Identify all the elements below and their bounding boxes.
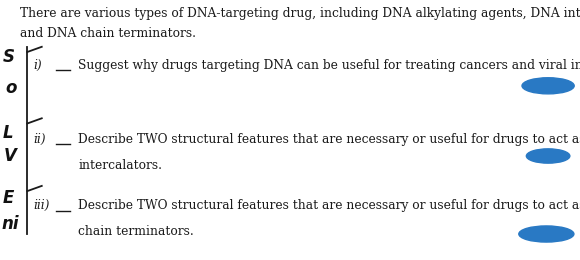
Text: V: V [4,147,17,165]
Text: iii): iii) [34,199,50,212]
Text: ii): ii) [34,133,46,146]
Ellipse shape [522,78,574,94]
Text: ni: ni [2,214,19,233]
Text: E: E [3,188,14,207]
Ellipse shape [519,226,574,242]
Text: Describe TWO structural features that are necessary or useful for drugs to act a: Describe TWO structural features that ar… [78,199,580,212]
Text: Describe TWO structural features that are necessary or useful for drugs to act a: Describe TWO structural features that ar… [78,133,580,146]
Text: i): i) [34,58,42,72]
Text: chain terminators.: chain terminators. [78,225,194,238]
Text: o: o [5,79,17,98]
Text: L: L [3,124,13,142]
Ellipse shape [527,149,570,163]
Text: intercalators.: intercalators. [78,159,162,172]
Text: and DNA chain terminators.: and DNA chain terminators. [20,27,196,40]
Text: There are various types of DNA-targeting drug, including DNA alkylating agents, : There are various types of DNA-targeting… [20,6,580,20]
Text: S: S [3,48,15,66]
Text: Suggest why drugs targeting DNA can be useful for treating cancers and viral inf: Suggest why drugs targeting DNA can be u… [78,58,580,72]
